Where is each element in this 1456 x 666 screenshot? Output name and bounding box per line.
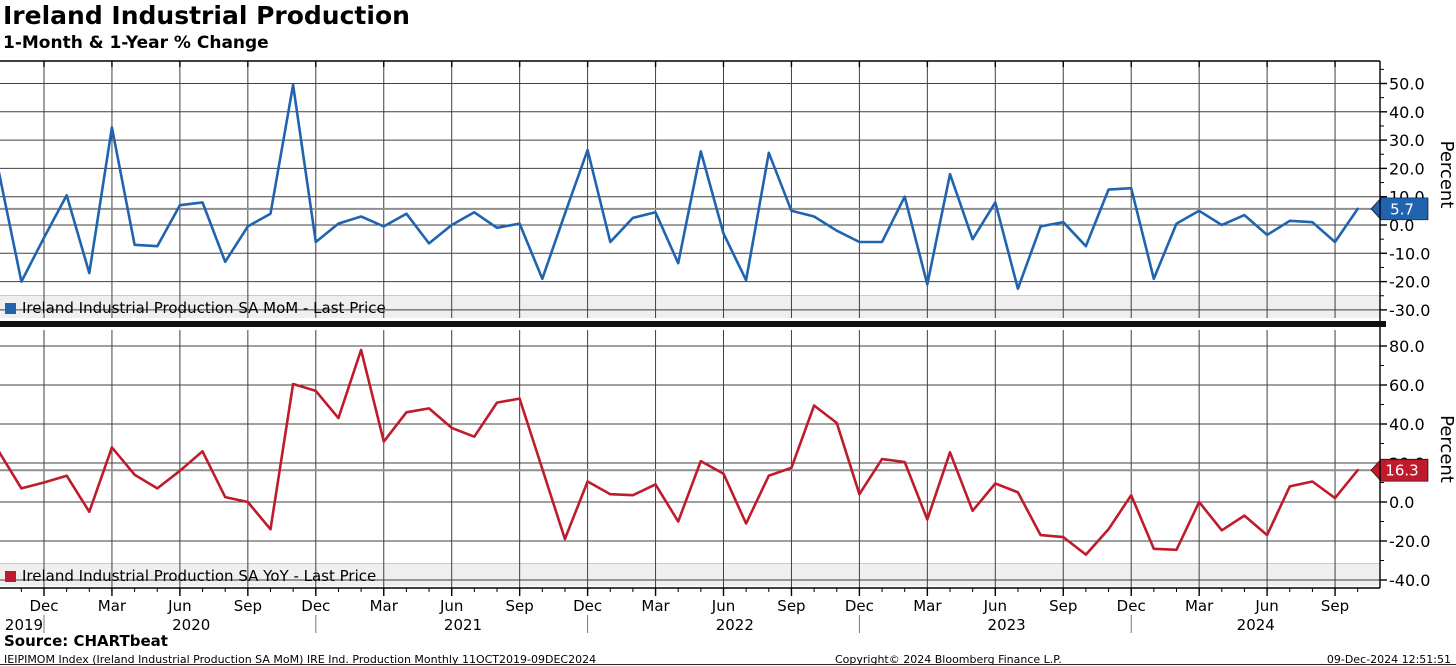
legend-yoy-label: Ireland Industrial Production SA YoY - L… <box>22 567 377 585</box>
last-price-badge-value: 5.7 <box>1390 200 1414 218</box>
x-tick-label: Jun <box>167 597 191 615</box>
y-tick-label: -40.0 <box>1389 571 1430 590</box>
x-tick-label: Sep <box>234 597 262 615</box>
panel-separator <box>0 321 1386 327</box>
x-tick-label: Dec <box>301 597 330 615</box>
x-tick-label: Dec <box>29 597 58 615</box>
y-tick-label: 30.0 <box>1389 131 1425 150</box>
bottom-border <box>0 664 1456 665</box>
x-year-label: 2024 <box>1237 616 1275 634</box>
series-line-mom <box>0 83 1359 291</box>
x-tick-label: Jun <box>711 597 735 615</box>
y-tick-label: 80.0 <box>1389 337 1425 356</box>
x-tick-label: Mar <box>641 597 670 615</box>
x-tick-label: Dec <box>845 597 874 615</box>
x-year-label: 2023 <box>988 616 1026 634</box>
legend-mom-label: Ireland Industrial Production SA MoM - L… <box>22 299 386 317</box>
x-year-label: 2021 <box>444 616 482 634</box>
x-tick-label: Dec <box>573 597 602 615</box>
x-tick-label: Sep <box>1321 597 1349 615</box>
x-tick-label: Jun <box>439 597 463 615</box>
x-tick-label: Jun <box>983 597 1007 615</box>
x-year-label: 2020 <box>172 616 210 634</box>
legend-band <box>0 295 1380 318</box>
y-tick-label: 20.0 <box>1389 159 1425 178</box>
y-tick-label: 60.0 <box>1389 376 1425 395</box>
series-line-yoy <box>0 348 1359 556</box>
y-tick-label: 50.0 <box>1389 75 1425 94</box>
panel-mom: 50.040.030.020.010.00.0-10.0-20.0-30.0Pe… <box>0 61 1456 320</box>
x-tick-label: Mar <box>1185 597 1214 615</box>
x-tick-label: Sep <box>1049 597 1077 615</box>
page-title: Ireland Industrial Production <box>3 1 410 30</box>
page-subtitle: 1-Month & 1-Year % Change <box>3 33 269 53</box>
y-axis-title-mom: Percent <box>1436 141 1456 209</box>
x-tick-label: Sep <box>777 597 805 615</box>
footer-description: IEIPIMOM Index (Ireland Industrial Produ… <box>4 653 597 666</box>
legend-yoy[interactable]: Ireland Industrial Production SA YoY - L… <box>5 565 376 587</box>
x-tick-label: Mar <box>370 597 399 615</box>
footer-copyright: Copyright© 2024 Bloomberg Finance L.P. <box>835 653 1062 666</box>
mom-series-swatch-icon <box>5 302 16 314</box>
y-tick-label: 40.0 <box>1389 415 1425 434</box>
x-year-label: 2019 <box>5 616 43 634</box>
x-year-label: 2022 <box>716 616 754 634</box>
x-tick-label: Mar <box>913 597 942 615</box>
yoy-series-swatch-icon <box>5 570 16 582</box>
x-tick-label: Sep <box>506 597 534 615</box>
source-label: Source: CHARTbeat <box>4 632 168 650</box>
footer-timestamp: 09-Dec-2024 12:51:51 <box>1326 653 1451 666</box>
x-tick-label: Jun <box>1254 597 1278 615</box>
last-price-badge-value: 16.3 <box>1385 462 1418 480</box>
x-tick-label: Dec <box>1117 597 1146 615</box>
y-tick-label: -20.0 <box>1389 532 1430 551</box>
y-tick-label: 40.0 <box>1389 103 1425 122</box>
y-tick-label: -20.0 <box>1389 273 1430 292</box>
y-axis-title-yoy: Percent <box>1436 415 1456 483</box>
y-tick-label: -10.0 <box>1389 244 1430 263</box>
legend-mom[interactable]: Ireland Industrial Production SA MoM - L… <box>5 297 386 319</box>
y-tick-label: 0.0 <box>1389 216 1414 235</box>
y-tick-label: -30.0 <box>1389 301 1430 320</box>
x-tick-label: Mar <box>98 597 127 615</box>
y-tick-label: 0.0 <box>1389 493 1414 512</box>
